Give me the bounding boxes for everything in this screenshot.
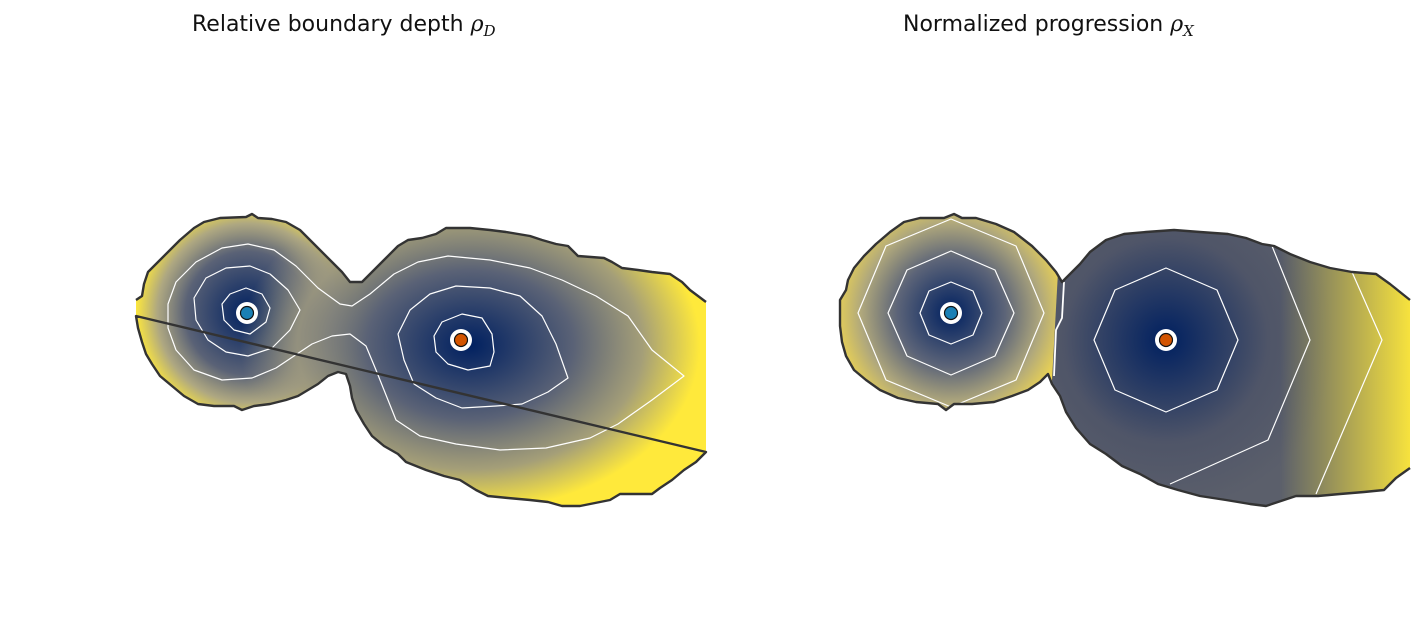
- right-panel-title: Normalized progression ρX: [903, 12, 1194, 40]
- right-contour-right-inner: [1093, 267, 1239, 413]
- left-contour-mid-2: [397, 285, 569, 409]
- left-contour-outer: [167, 243, 685, 451]
- right-contour-left-mid: [887, 250, 1015, 376]
- left-panel-depth-field: [136, 214, 706, 506]
- left-contour-mid-1: [193, 265, 301, 357]
- left-contour-inner-1: [221, 287, 271, 335]
- left-panel-contours: [167, 243, 685, 451]
- left-orange-seed-marker: [450, 329, 472, 351]
- right-contour-right-mid: [1169, 245, 1311, 485]
- right-panel-boundary: [838, 212, 1411, 508]
- left-blue-seed-marker: [236, 302, 258, 324]
- left-panel-title: Relative boundary depth ρD: [192, 12, 496, 40]
- right-contour-divider: [1053, 281, 1065, 377]
- right-orange-seed-marker: [1155, 329, 1177, 351]
- right-contour-left-inner: [919, 281, 983, 345]
- right-contour-right-outer: [1315, 271, 1383, 495]
- right-panel-contours: [857, 218, 1383, 495]
- right-panel-progression-field: [840, 214, 1410, 506]
- right-blue-seed-marker: [940, 302, 962, 324]
- right-contour-left-outer: [857, 218, 1045, 408]
- left-contour-inner-2: [433, 313, 495, 371]
- left-panel-boundary: [134, 212, 708, 508]
